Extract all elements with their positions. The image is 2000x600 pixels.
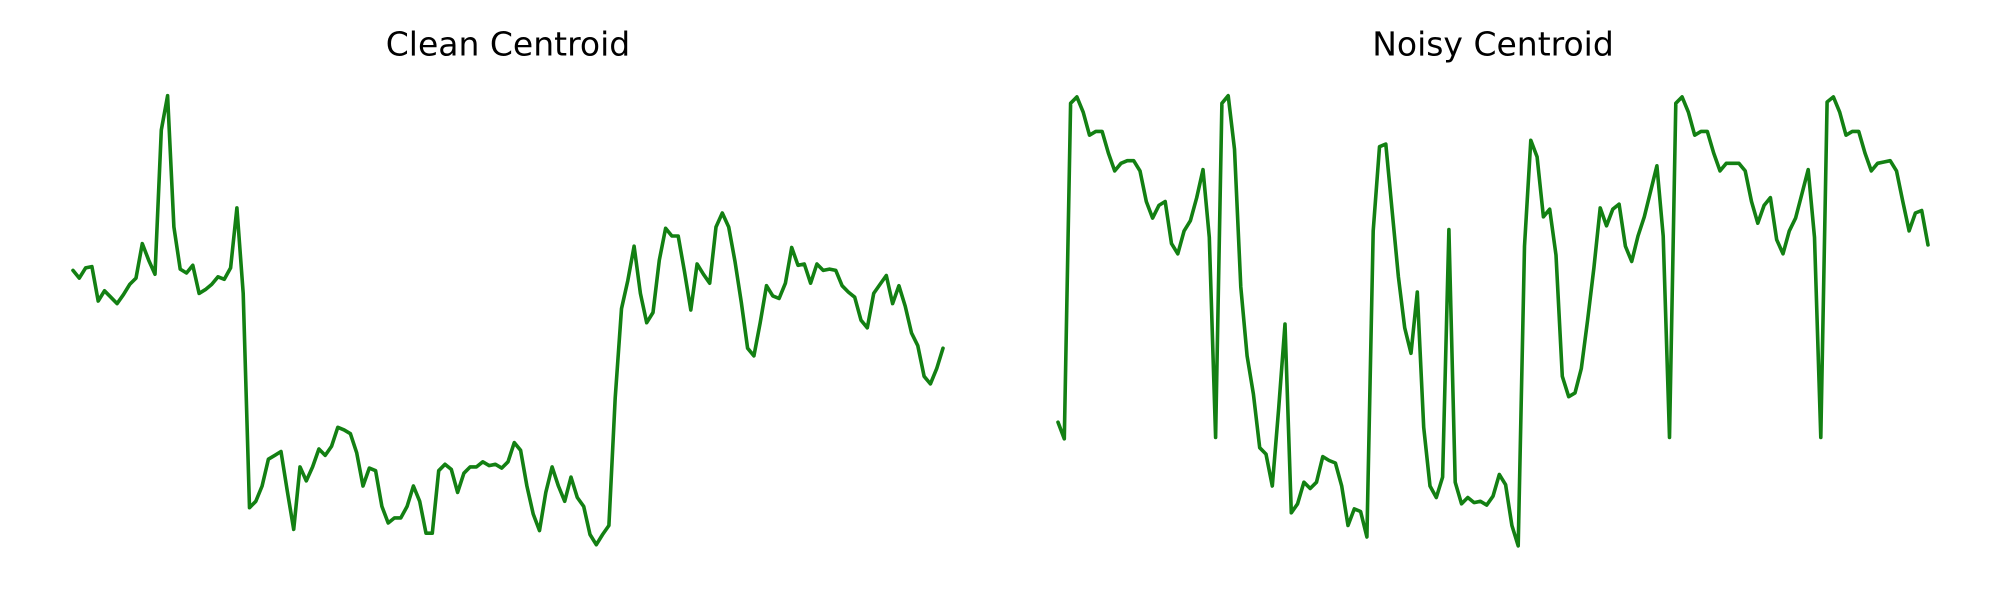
chart-title: Clean Centroid xyxy=(386,25,631,64)
chart-title: Noisy Centroid xyxy=(1372,25,1614,64)
centroid-line xyxy=(71,93,945,547)
centroid-line xyxy=(1056,93,1930,548)
